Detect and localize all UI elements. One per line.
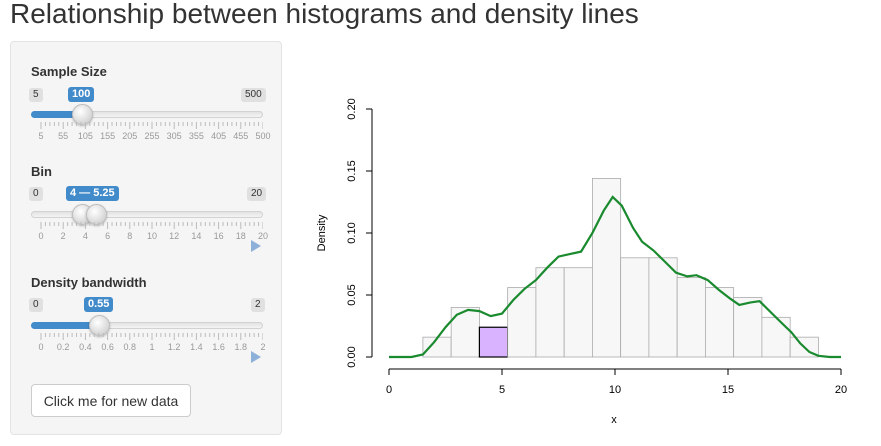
bin-track[interactable] (31, 211, 263, 218)
slider-grid-label: 1.2 (167, 342, 181, 352)
histogram-bar (761, 316, 791, 358)
histogram-bar (620, 257, 650, 358)
slider-grid-label: 14 (191, 231, 202, 241)
slider-grid-label: 55 (58, 131, 69, 141)
histogram-bar (789, 336, 819, 358)
slider-grid-label: 0 (38, 231, 44, 241)
slider-grid-label: 305 (166, 131, 182, 141)
slider-grid-label: 4 (82, 231, 88, 241)
bandwidth-play-icon[interactable] (251, 351, 261, 363)
sample-size-value: 100 (68, 87, 95, 102)
sample-size-ticks (40, 122, 263, 129)
slider-grid-label: 0.6 (101, 342, 114, 352)
slider-grid-label: 500 (255, 131, 271, 141)
histogram-bar (592, 178, 622, 358)
highlighted-bin-bar (478, 326, 509, 358)
slider-grid-label: 105 (77, 131, 93, 141)
histogram-bar (676, 277, 706, 358)
sample-size-handle[interactable] (72, 104, 93, 125)
sample-size-min: 5 (29, 88, 43, 102)
sidebar-panel: Sample Size 5 500 100 5 55 105 155 205 255 305… (10, 41, 282, 435)
x-tick-label: 20 (835, 384, 847, 396)
bin-value: 4 — 5.25 (66, 186, 119, 201)
slider-grid-label: 0.2 (56, 342, 70, 352)
x-tick-label: 0 (386, 384, 392, 396)
sample-size-track[interactable] (31, 111, 263, 118)
x-tick-label: 10 (609, 384, 621, 396)
sample-size-fill (31, 111, 83, 118)
slider-grid-label: 355 (188, 131, 204, 141)
histogram-bar (705, 287, 735, 358)
slider-grid-label: 2 (260, 342, 266, 352)
bin-max: 20 (247, 187, 267, 201)
y-tick-label: 0.15 (346, 160, 358, 181)
slider-grid-label: 455 (233, 131, 249, 141)
bandwidth-label: Density bandwidth (31, 275, 147, 290)
slider-grid-label: 1.8 (234, 342, 248, 352)
slider-grid-label: 8 (127, 231, 133, 241)
slider-grid-label: 18 (235, 231, 246, 241)
bandwidth-max: 2 (251, 298, 265, 312)
slider-grid-label: 20 (257, 231, 269, 241)
slider-grid-label: 0 (38, 342, 44, 352)
slider-grid-label: 2 (60, 231, 66, 241)
bin-handle-to[interactable] (86, 204, 107, 225)
histogram-bar (563, 267, 593, 358)
bin-play-icon[interactable] (251, 240, 261, 252)
slider-grid-label: 16 (213, 231, 224, 241)
new-data-button[interactable]: Click me for new data (31, 384, 191, 417)
y-tick-label: 0.20 (346, 98, 358, 119)
bandwidth-handle[interactable] (89, 315, 110, 336)
histogram-bar (648, 257, 678, 358)
slider-grid-label: 255 (144, 131, 160, 141)
histogram-bar (507, 287, 537, 358)
slider-grid-label: 12 (169, 231, 180, 241)
bandwidth-ticks (40, 333, 263, 340)
slider-grid-label: 0.4 (79, 342, 92, 352)
x-axis-label: x (611, 414, 617, 426)
histogram-bar (733, 297, 763, 358)
slider-grid-label: 1.4 (190, 342, 203, 352)
slider-grid-label: 5 (38, 131, 44, 141)
bandwidth-track[interactable] (31, 322, 263, 329)
slider-grid-label: 0.8 (123, 342, 137, 352)
page-title: Relationship between histograms and dens… (10, 0, 639, 29)
x-tick-label: 15 (722, 384, 734, 396)
histogram-bar (450, 306, 480, 358)
sample-size-label: Sample Size (31, 64, 107, 79)
slider-grid-label: 10 (146, 231, 158, 241)
y-tick-label: 0.10 (346, 222, 358, 243)
sample-size-max: 500 (241, 88, 266, 102)
y-axis-label: Density (316, 214, 328, 251)
bin-ticks (40, 222, 263, 229)
histogram-bar (535, 267, 565, 358)
bin-min: 0 (29, 187, 43, 201)
histogram-bar (422, 336, 452, 358)
slider-grid-label: 1 (149, 342, 155, 352)
bandwidth-min: 0 (29, 298, 43, 312)
bandwidth-value: 0.55 (84, 297, 114, 312)
bandwidth-fill (31, 322, 101, 329)
slider-grid-label: 6 (105, 231, 111, 241)
slider-grid-label: 155 (100, 131, 116, 141)
slider-grid-label: 205 (122, 131, 138, 141)
y-tick-label: 0.05 (346, 284, 358, 305)
slider-grid-label: 1.6 (212, 342, 225, 352)
density-curve (389, 195, 841, 359)
bin-label: Bin (31, 164, 52, 179)
slider-grid-label: 405 (211, 131, 227, 141)
y-tick-label: 0.00 (346, 346, 358, 367)
x-tick-label: 5 (499, 384, 505, 396)
